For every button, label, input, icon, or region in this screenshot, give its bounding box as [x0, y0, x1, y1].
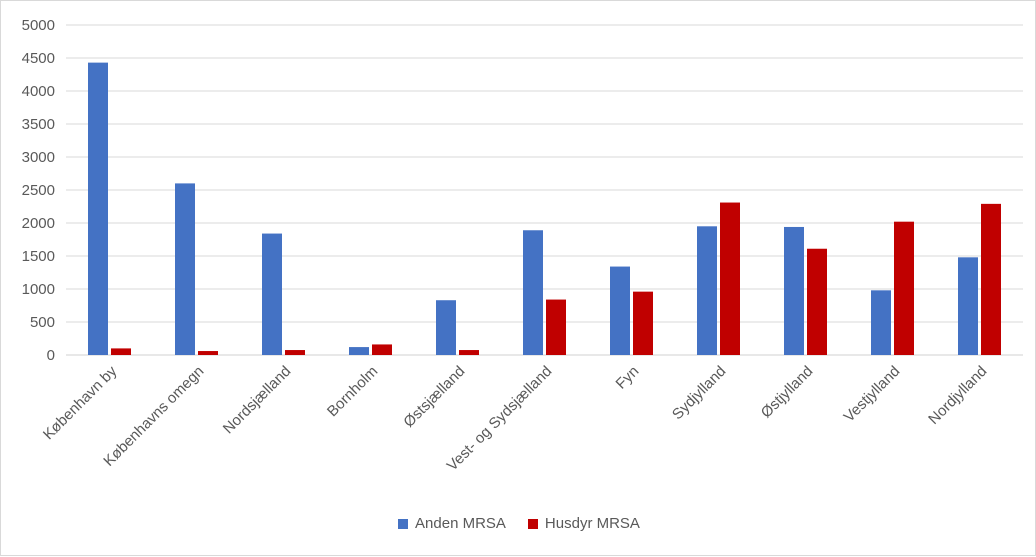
bar-anden-mrsa	[88, 62, 108, 356]
x-tick-label: Østjylland	[758, 363, 817, 422]
y-tick-label: 1500	[22, 248, 55, 265]
bar-husdyr-mrsa	[372, 344, 392, 355]
y-tick-label: 2000	[22, 215, 55, 232]
bar-anden-mrsa	[784, 226, 804, 355]
legend-swatch-anden-mrsa	[398, 518, 409, 529]
x-tick-label: Københavns omegn	[100, 363, 207, 470]
x-tick-label: Østsjælland	[400, 363, 468, 431]
bar-husdyr-mrsa	[894, 221, 914, 355]
y-tick-label: 5000	[22, 17, 55, 34]
x-tick-label: Fyn	[613, 363, 643, 393]
y-tick-label: 0	[47, 347, 55, 364]
y-tick-label: 4500	[22, 50, 55, 67]
bar-husdyr-mrsa	[459, 350, 479, 355]
bar-husdyr-mrsa	[981, 203, 1001, 355]
legend-label-anden-mrsa: Anden MRSA	[415, 515, 506, 532]
y-tick-label: 1000	[22, 281, 55, 298]
bar-anden-mrsa	[697, 226, 717, 355]
bar-anden-mrsa	[958, 257, 978, 355]
legend-swatch-husdyr-mrsa	[527, 518, 538, 529]
x-tick-label: Nordsjælland	[220, 363, 295, 438]
x-tick-label: Vestjylland	[841, 363, 904, 426]
bar-anden-mrsa	[871, 290, 891, 355]
y-tick-label: 2500	[22, 182, 55, 199]
bar-husdyr-mrsa	[546, 299, 566, 355]
bar-husdyr-mrsa	[111, 348, 131, 355]
x-tick-label: Bornholm	[324, 363, 381, 420]
bar-anden-mrsa	[262, 233, 282, 355]
bar-anden-mrsa	[436, 300, 456, 355]
bar-husdyr-mrsa	[198, 351, 218, 355]
y-axis-tick-labels: 0 500 1000 1500 2000 2500 3000 3500 4000 4500 5000	[22, 17, 55, 364]
bar-anden-mrsa	[349, 347, 369, 355]
y-tick-label: 3000	[22, 149, 55, 166]
bar-anden-mrsa	[175, 183, 195, 355]
bar-husdyr-mrsa	[285, 350, 305, 355]
gridlines	[66, 24, 1023, 356]
y-tick-label: 3500	[22, 116, 55, 133]
bar-husdyr-mrsa	[720, 202, 740, 355]
bars	[88, 62, 1001, 356]
bar-anden-mrsa	[610, 266, 630, 355]
bar-husdyr-mrsa	[807, 248, 827, 355]
x-tick-label: Nordjylland	[925, 363, 990, 428]
legend-item-anden-mrsa: Anden MRSA	[398, 515, 506, 532]
legend-label-husdyr-mrsa: Husdyr MRSA	[544, 515, 640, 532]
legend-item-husdyr-mrsa: Husdyr MRSA	[527, 515, 640, 532]
bar-husdyr-mrsa	[633, 291, 653, 355]
bar-anden-mrsa	[523, 230, 543, 355]
x-tick-label: Sydjylland	[669, 363, 729, 423]
x-tick-label: København by	[40, 362, 121, 443]
legend: Anden MRSA Husdyr MRSA	[1, 515, 1036, 532]
y-tick-label: 500	[30, 314, 55, 331]
y-tick-label: 4000	[22, 83, 55, 100]
